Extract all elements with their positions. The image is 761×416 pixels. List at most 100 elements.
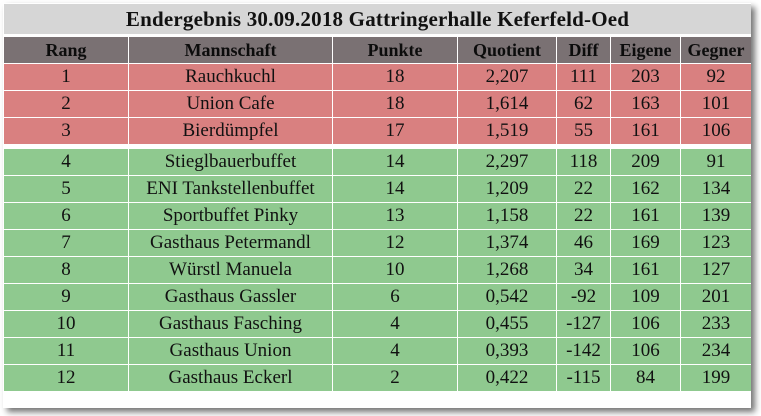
cell-punkte: 18 <box>332 63 458 91</box>
cell-rang: 10 <box>3 310 129 338</box>
cell-rang: 3 <box>3 117 129 147</box>
cell-quotient: 0,455 <box>457 310 557 338</box>
cell-quotient: 1,519 <box>457 117 557 147</box>
results-body: 1 Rauchkuchl 18 2,207 111 203 92 2 Union Cafe 18 1… <box>3 63 751 392</box>
cell-eigene: 162 <box>610 175 681 203</box>
cell-punkte: 4 <box>332 337 458 365</box>
cell-mannschaft: Sportbuffet Pinky <box>128 202 333 230</box>
cell-quotient: 1,268 <box>457 256 557 284</box>
cell-mannschaft: Gasthaus Eckerl <box>128 364 333 392</box>
cell-punkte: 2 <box>332 364 458 392</box>
cell-mannschaft: Union Cafe <box>128 90 333 118</box>
cell-eigene: 203 <box>610 63 681 91</box>
column-header-eigene: Eigene <box>610 35 681 64</box>
column-header-quotient: Quotient <box>457 35 557 64</box>
cell-eigene: 163 <box>610 90 681 118</box>
cell-gegner: 134 <box>679 175 751 203</box>
cell-punkte: 13 <box>332 202 458 230</box>
cell-punkte: 17 <box>332 117 458 147</box>
table-row: 4 Stieglbauerbuffet 14 2,297 118 209 91 <box>3 144 751 176</box>
table-row: 1 Rauchkuchl 18 2,207 111 203 92 <box>3 63 751 91</box>
cell-rang: 1 <box>3 63 129 91</box>
results-table-frame: Endergebnis 30.09.2018 Gattringerhalle K… <box>3 3 751 408</box>
cell-diff: 62 <box>556 90 611 118</box>
cell-diff: 111 <box>556 63 611 91</box>
cell-gegner: 201 <box>679 283 751 311</box>
table-row: 3 Bierdümpfel 17 1,519 55 161 106 <box>3 117 751 147</box>
cell-punkte: 6 <box>332 283 458 311</box>
cell-quotient: 1,158 <box>457 202 557 230</box>
cell-punkte: 4 <box>332 310 458 338</box>
cell-diff: -127 <box>556 310 611 338</box>
cell-mannschaft: Stieglbauerbuffet <box>128 144 333 176</box>
cell-eigene: 106 <box>610 310 681 338</box>
cell-punkte: 18 <box>332 90 458 118</box>
cell-gegner: 101 <box>679 90 751 118</box>
cell-rang: 12 <box>3 364 129 392</box>
cell-rang: 5 <box>3 175 129 203</box>
table-row: 9 Gasthaus Gassler 6 0,542 -92 109 201 <box>3 283 751 311</box>
cell-eigene: 161 <box>610 256 681 284</box>
cell-diff: 118 <box>556 144 611 176</box>
cell-diff: 34 <box>556 256 611 284</box>
cell-gegner: 139 <box>679 202 751 230</box>
table-row: 6 Sportbuffet Pinky 13 1,158 22 161 139 <box>3 202 751 230</box>
cell-eigene: 169 <box>610 229 681 257</box>
cell-diff: 22 <box>556 202 611 230</box>
cell-mannschaft: Gasthaus Gassler <box>128 283 333 311</box>
table-row: 8 Würstl Manuela 10 1,268 34 161 127 <box>3 256 751 284</box>
cell-gegner: 233 <box>679 310 751 338</box>
cell-mannschaft: Gasthaus Union <box>128 337 333 365</box>
cell-diff: 55 <box>556 117 611 147</box>
cell-gegner: 92 <box>679 63 751 91</box>
table-row: 11 Gasthaus Union 4 0,393 -142 106 234 <box>3 337 751 365</box>
table-row: 7 Gasthaus Petermandl 12 1,374 46 169 123 <box>3 229 751 257</box>
cell-punkte: 10 <box>332 256 458 284</box>
cell-diff: 22 <box>556 175 611 203</box>
cell-quotient: 0,422 <box>457 364 557 392</box>
table-row: 2 Union Cafe 18 1,614 62 163 101 <box>3 90 751 118</box>
cell-quotient: 1,374 <box>457 229 557 257</box>
cell-diff: 46 <box>556 229 611 257</box>
cell-rang: 8 <box>3 256 129 284</box>
cell-gegner: 91 <box>679 144 751 176</box>
cell-rang: 4 <box>3 144 129 176</box>
table-title: Endergebnis 30.09.2018 Gattringerhalle K… <box>3 3 751 37</box>
cell-gegner: 127 <box>679 256 751 284</box>
cell-quotient: 0,393 <box>457 337 557 365</box>
cell-rang: 2 <box>3 90 129 118</box>
cell-diff: -142 <box>556 337 611 365</box>
cell-eigene: 109 <box>610 283 681 311</box>
cell-mannschaft: Gasthaus Petermandl <box>128 229 333 257</box>
column-header-punkte: Punkte <box>332 35 458 64</box>
cell-eigene: 161 <box>610 117 681 147</box>
cell-eigene: 84 <box>610 364 681 392</box>
cell-mannschaft: ENI Tankstellenbuffet <box>128 175 333 203</box>
cell-quotient: 0,542 <box>457 283 557 311</box>
cell-punkte: 14 <box>332 175 458 203</box>
cell-rang: 6 <box>3 202 129 230</box>
cell-punkte: 14 <box>332 144 458 176</box>
cell-mannschaft: Würstl Manuela <box>128 256 333 284</box>
cell-gegner: 123 <box>679 229 751 257</box>
cell-mannschaft: Bierdümpfel <box>128 117 333 147</box>
cell-eigene: 209 <box>610 144 681 176</box>
column-header-rang: Rang <box>3 35 129 64</box>
cell-diff: -92 <box>556 283 611 311</box>
column-header-gegner: Gegner <box>679 35 751 64</box>
results-table: Endergebnis 30.09.2018 Gattringerhalle K… <box>3 3 751 392</box>
cell-mannschaft: Gasthaus Fasching <box>128 310 333 338</box>
cell-quotient: 1,614 <box>457 90 557 118</box>
column-header-diff: Diff <box>556 35 611 64</box>
cell-eigene: 106 <box>610 337 681 365</box>
cell-quotient: 1,209 <box>457 175 557 203</box>
header-row: Rang Mannschaft Punkte Quotient Diff Eig… <box>3 35 751 64</box>
title-row: Endergebnis 30.09.2018 Gattringerhalle K… <box>3 3 751 37</box>
column-header-mannschaft: Mannschaft <box>128 35 333 64</box>
cell-gegner: 199 <box>679 364 751 392</box>
cell-eigene: 161 <box>610 202 681 230</box>
cell-punkte: 12 <box>332 229 458 257</box>
cell-diff: -115 <box>556 364 611 392</box>
cell-rang: 11 <box>3 337 129 365</box>
cell-rang: 7 <box>3 229 129 257</box>
